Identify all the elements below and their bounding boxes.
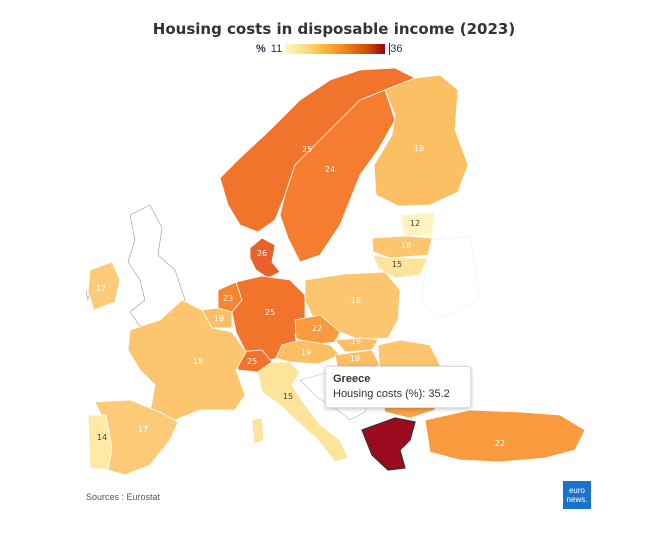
label-ireland: 17 bbox=[96, 284, 106, 293]
map-title: Housing costs in disposable income (2023… bbox=[152, 20, 516, 38]
country-czechia[interactable] bbox=[294, 314, 341, 346]
logo-line1: euro bbox=[568, 486, 585, 495]
legend-gradient-bar bbox=[285, 44, 386, 54]
country-lithuania[interactable] bbox=[372, 254, 429, 279]
label-denmark: 26 bbox=[257, 249, 267, 258]
country-finland[interactable] bbox=[373, 74, 469, 207]
label-sweden: 24 bbox=[325, 165, 335, 174]
country-slovakia[interactable] bbox=[334, 337, 379, 353]
country-france[interactable] bbox=[127, 299, 247, 421]
country-sardinia[interactable] bbox=[251, 417, 265, 445]
country-turkey[interactable] bbox=[424, 409, 586, 463]
country-sweden[interactable] bbox=[279, 89, 396, 263]
tooltip-value: 35.2 bbox=[428, 388, 450, 400]
label-portugal: 14 bbox=[97, 433, 107, 442]
label-estonia: 12 bbox=[410, 219, 420, 228]
tooltip-label: Housing costs (%): bbox=[333, 388, 426, 400]
country-denmark[interactable] bbox=[249, 237, 281, 279]
label-switzerland: 25 bbox=[247, 357, 257, 366]
label-poland: 18 bbox=[351, 296, 361, 305]
label-austria: 19 bbox=[301, 348, 311, 357]
sources-note: Sources : Eurostat bbox=[86, 492, 161, 502]
country-latvia[interactable] bbox=[371, 235, 433, 259]
label-finland: 19 bbox=[414, 144, 424, 153]
label-norway: 25 bbox=[302, 145, 312, 154]
country-ukraine-belarus bbox=[419, 235, 481, 319]
country-austria[interactable] bbox=[275, 339, 341, 365]
tooltip-title: Greece bbox=[333, 373, 371, 385]
legend-min: 11 bbox=[270, 43, 283, 55]
label-belgium: 19 bbox=[214, 314, 224, 323]
label-netherlands: 23 bbox=[223, 294, 233, 303]
label-lithuania: 15 bbox=[392, 260, 402, 269]
country-portugal[interactable] bbox=[87, 414, 113, 471]
label-turkey: 22 bbox=[495, 439, 505, 448]
color-legend: % 11 36 bbox=[256, 42, 402, 56]
country-estonia[interactable] bbox=[399, 211, 436, 237]
country-greece[interactable] bbox=[361, 417, 416, 471]
greece-tooltip: Greece Housing costs (%): 35.2 bbox=[325, 366, 471, 408]
label-latvia: 18 bbox=[401, 241, 411, 250]
legend-unit: % bbox=[256, 43, 266, 55]
label-france: 18 bbox=[193, 357, 203, 366]
legend-max: 36 bbox=[390, 43, 403, 55]
label-germany: 25 bbox=[265, 308, 275, 317]
legend-tick bbox=[389, 43, 391, 55]
label-slovakia: 19 bbox=[351, 337, 361, 346]
label-italy: 15 bbox=[283, 392, 293, 401]
country-ireland[interactable] bbox=[87, 261, 121, 311]
logo-line2: news. bbox=[566, 495, 588, 504]
label-hungary: 19 bbox=[350, 354, 360, 363]
euronews-logo[interactable]: euro news. bbox=[563, 481, 591, 509]
country-italy[interactable] bbox=[257, 361, 349, 463]
label-czechia: 22 bbox=[312, 324, 322, 333]
label-spain: 17 bbox=[138, 425, 148, 434]
